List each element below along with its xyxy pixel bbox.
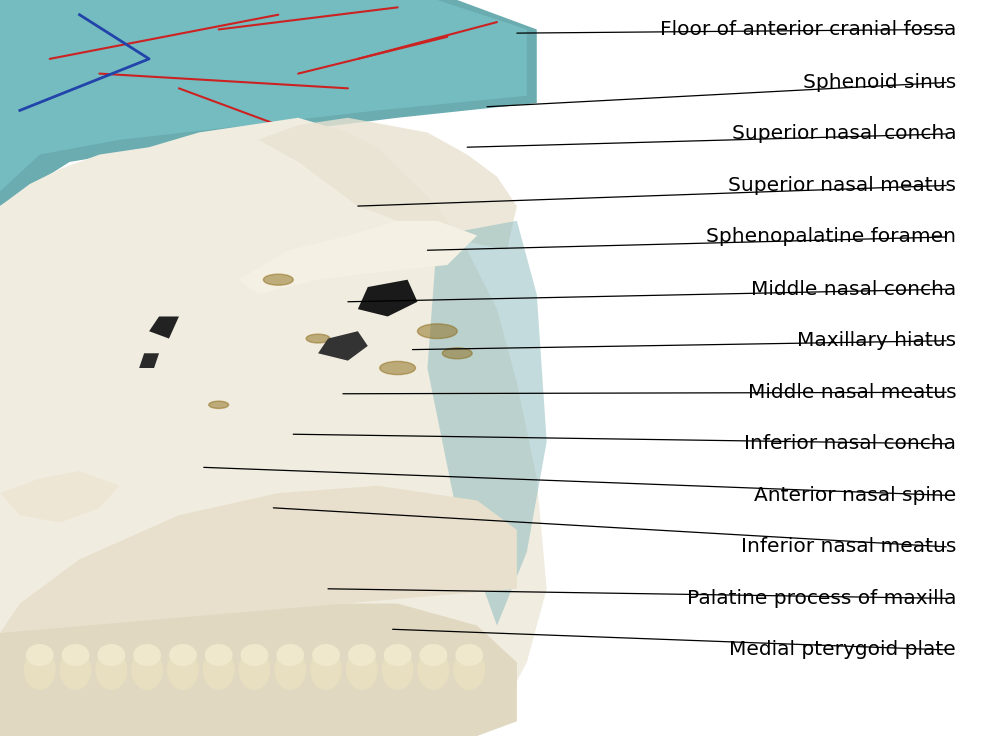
Text: Inferior nasal meatus: Inferior nasal meatus — [741, 537, 956, 556]
Polygon shape — [0, 0, 537, 206]
Polygon shape — [0, 118, 547, 714]
Text: Superior nasal concha: Superior nasal concha — [732, 124, 956, 144]
Ellipse shape — [170, 307, 347, 341]
Ellipse shape — [167, 650, 199, 690]
Ellipse shape — [169, 644, 197, 666]
Text: Superior nasal meatus: Superior nasal meatus — [729, 176, 956, 195]
Ellipse shape — [24, 650, 56, 690]
Ellipse shape — [419, 644, 447, 666]
Text: Floor of anterior cranial fossa: Floor of anterior cranial fossa — [660, 20, 956, 39]
Ellipse shape — [312, 644, 340, 666]
Polygon shape — [358, 280, 417, 316]
Ellipse shape — [380, 361, 415, 375]
Ellipse shape — [95, 650, 127, 690]
Ellipse shape — [203, 650, 235, 690]
Text: Maxillary hiatus: Maxillary hiatus — [797, 331, 956, 350]
Ellipse shape — [97, 644, 125, 666]
Ellipse shape — [133, 644, 161, 666]
Ellipse shape — [442, 348, 472, 358]
Polygon shape — [0, 0, 527, 191]
Text: Middle nasal concha: Middle nasal concha — [751, 280, 956, 299]
Text: Medial pterygoid plate: Medial pterygoid plate — [730, 640, 956, 659]
Ellipse shape — [205, 644, 233, 666]
Ellipse shape — [417, 650, 449, 690]
Ellipse shape — [310, 650, 342, 690]
Ellipse shape — [209, 401, 229, 408]
Ellipse shape — [417, 324, 457, 339]
Ellipse shape — [26, 644, 54, 666]
Polygon shape — [149, 316, 179, 339]
Ellipse shape — [131, 650, 163, 690]
Ellipse shape — [263, 275, 293, 285]
Ellipse shape — [274, 650, 306, 690]
Polygon shape — [427, 221, 547, 626]
Ellipse shape — [120, 361, 317, 405]
Ellipse shape — [276, 644, 304, 666]
Ellipse shape — [382, 650, 414, 690]
Polygon shape — [0, 604, 517, 736]
Ellipse shape — [62, 644, 89, 666]
Polygon shape — [139, 353, 159, 368]
Ellipse shape — [453, 650, 485, 690]
Ellipse shape — [455, 644, 483, 666]
Ellipse shape — [384, 644, 412, 666]
Ellipse shape — [346, 650, 378, 690]
Polygon shape — [258, 118, 517, 250]
Polygon shape — [239, 221, 477, 294]
Ellipse shape — [239, 650, 270, 690]
Polygon shape — [0, 486, 517, 633]
Text: Anterior nasal spine: Anterior nasal spine — [754, 486, 956, 505]
Text: Palatine process of maxilla: Palatine process of maxilla — [687, 589, 956, 608]
Text: Sphenopalatine foramen: Sphenopalatine foramen — [706, 227, 956, 247]
Ellipse shape — [306, 334, 330, 343]
Ellipse shape — [241, 644, 268, 666]
Polygon shape — [318, 331, 368, 361]
Ellipse shape — [91, 432, 306, 481]
Ellipse shape — [348, 644, 376, 666]
Ellipse shape — [60, 650, 91, 690]
Text: Sphenoid sinus: Sphenoid sinus — [803, 73, 956, 92]
Polygon shape — [0, 471, 119, 523]
Text: Middle nasal meatus: Middle nasal meatus — [747, 383, 956, 402]
Text: Inferior nasal concha: Inferior nasal concha — [745, 434, 956, 453]
